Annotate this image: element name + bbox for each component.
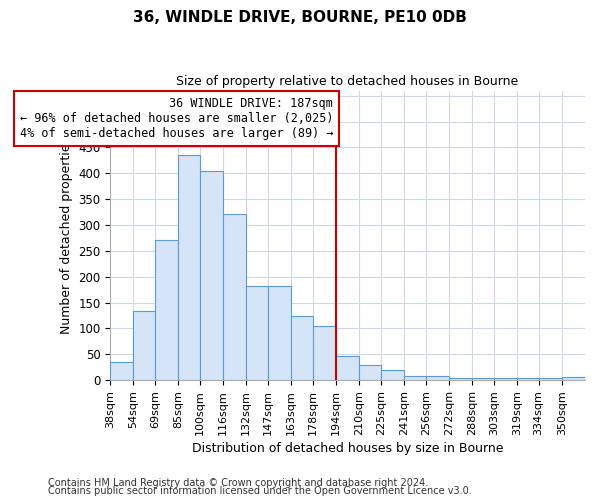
Bar [178,155,200,380]
Bar [562,376,585,380]
Bar [246,286,268,380]
Text: 36, WINDLE DRIVE, BOURNE, PE10 0DB: 36, WINDLE DRIVE, BOURNE, PE10 0DB [133,10,467,25]
Bar [223,214,246,380]
Text: Contains HM Land Registry data © Crown copyright and database right 2024.: Contains HM Land Registry data © Crown c… [48,478,428,488]
Bar [336,356,359,380]
Bar [539,378,562,380]
Bar [291,316,313,380]
Bar [359,364,381,380]
Bar [494,378,517,380]
Bar [472,378,494,380]
Bar [313,326,336,380]
Bar [404,376,426,380]
Bar [133,312,155,380]
Text: 36 WINDLE DRIVE: 187sqm
← 96% of detached houses are smaller (2,025)
4% of semi-: 36 WINDLE DRIVE: 187sqm ← 96% of detache… [20,97,333,140]
Bar [155,240,178,380]
Bar [200,171,223,380]
Bar [110,362,133,380]
Bar [449,378,472,380]
Bar [381,370,404,380]
Y-axis label: Number of detached properties: Number of detached properties [59,137,73,334]
Bar [426,376,449,380]
X-axis label: Distribution of detached houses by size in Bourne: Distribution of detached houses by size … [192,442,503,455]
Bar [517,378,539,380]
Text: Contains public sector information licensed under the Open Government Licence v3: Contains public sector information licen… [48,486,472,496]
Bar [268,286,291,380]
Title: Size of property relative to detached houses in Bourne: Size of property relative to detached ho… [176,75,519,88]
